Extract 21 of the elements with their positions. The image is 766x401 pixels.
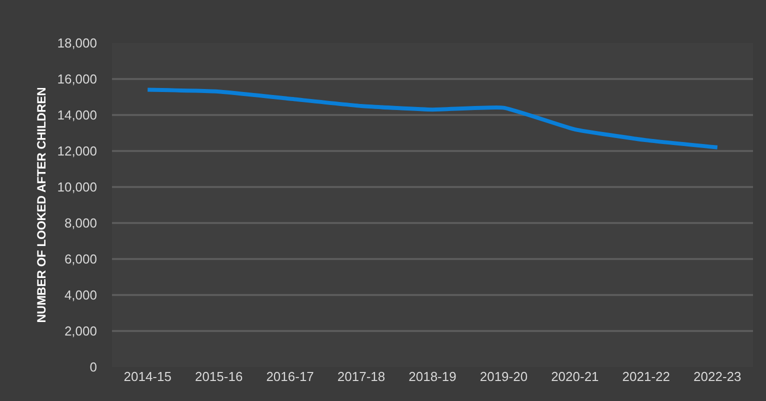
- y-axis-title: NUMBER OF LOOKED AFTER CHILDREN: [34, 87, 49, 323]
- x-tick-label: 2022-23: [694, 369, 742, 384]
- x-tick-label: 2020-21: [551, 369, 599, 384]
- x-tick-label: 2014-15: [124, 369, 172, 384]
- x-tick-label: 2018-19: [408, 369, 456, 384]
- x-tick-label: 2019-20: [480, 369, 528, 384]
- y-tick-label: 4,000: [64, 288, 97, 303]
- y-tick-label: 18,000: [57, 36, 97, 51]
- y-tick-label: 14,000: [57, 108, 97, 123]
- y-tick-label: 0: [90, 360, 97, 375]
- y-tick-label: 16,000: [57, 72, 97, 87]
- x-tick-label: 2021-22: [622, 369, 670, 384]
- y-tick-label: 6,000: [64, 252, 97, 267]
- x-tick-label: 2016-17: [266, 369, 314, 384]
- y-tick-label: 12,000: [57, 144, 97, 159]
- y-tick-label: 8,000: [64, 216, 97, 231]
- line-series: [146, 88, 720, 150]
- x-tick-label: 2017-18: [337, 369, 386, 384]
- y-tick-label: 2,000: [64, 324, 97, 339]
- y-tick-label: 10,000: [57, 180, 97, 195]
- x-tick-label: 2015-16: [194, 369, 243, 384]
